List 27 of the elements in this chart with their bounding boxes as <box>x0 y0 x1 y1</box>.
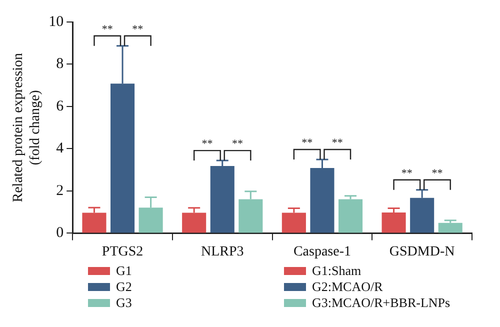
text: G2:MCAO/R <box>312 279 383 295</box>
text: G1:Sham <box>312 263 362 279</box>
x-tick-label: PTGS2 <box>102 244 144 260</box>
annotation: ** <box>202 138 213 150</box>
annotation: ** <box>432 167 443 180</box>
y-tick-label: 6 <box>56 98 64 114</box>
bar <box>438 222 462 233</box>
annotation: ** <box>102 23 113 36</box>
legend-label: G2 <box>116 279 132 295</box>
legend-label: G3 <box>116 295 132 311</box>
y-tick-label: 8 <box>56 56 64 72</box>
x-tick-label: NLRP3 <box>200 244 244 260</box>
annotation: ** <box>132 23 144 36</box>
x-tick-label: GSDMD-N <box>389 244 455 260</box>
y-axis-title: Related protein expression (fold change) <box>11 52 43 202</box>
annotation: ** <box>232 138 244 150</box>
x-tick-label: Caspase-1 <box>293 244 351 260</box>
y-tick-label: 4 <box>56 140 64 157</box>
annotation: ** <box>302 136 313 149</box>
annotation: ** <box>332 136 343 149</box>
y-tick-label: 0 <box>56 225 64 242</box>
bar <box>338 199 363 233</box>
text: G3:MCAO/R+BBR-LNPs <box>312 295 450 311</box>
y-tick-label: 10 <box>48 14 64 30</box>
y-tick-label: 2 <box>56 182 64 199</box>
annotation: ** <box>401 167 412 180</box>
legend-label: G1 <box>116 263 132 279</box>
